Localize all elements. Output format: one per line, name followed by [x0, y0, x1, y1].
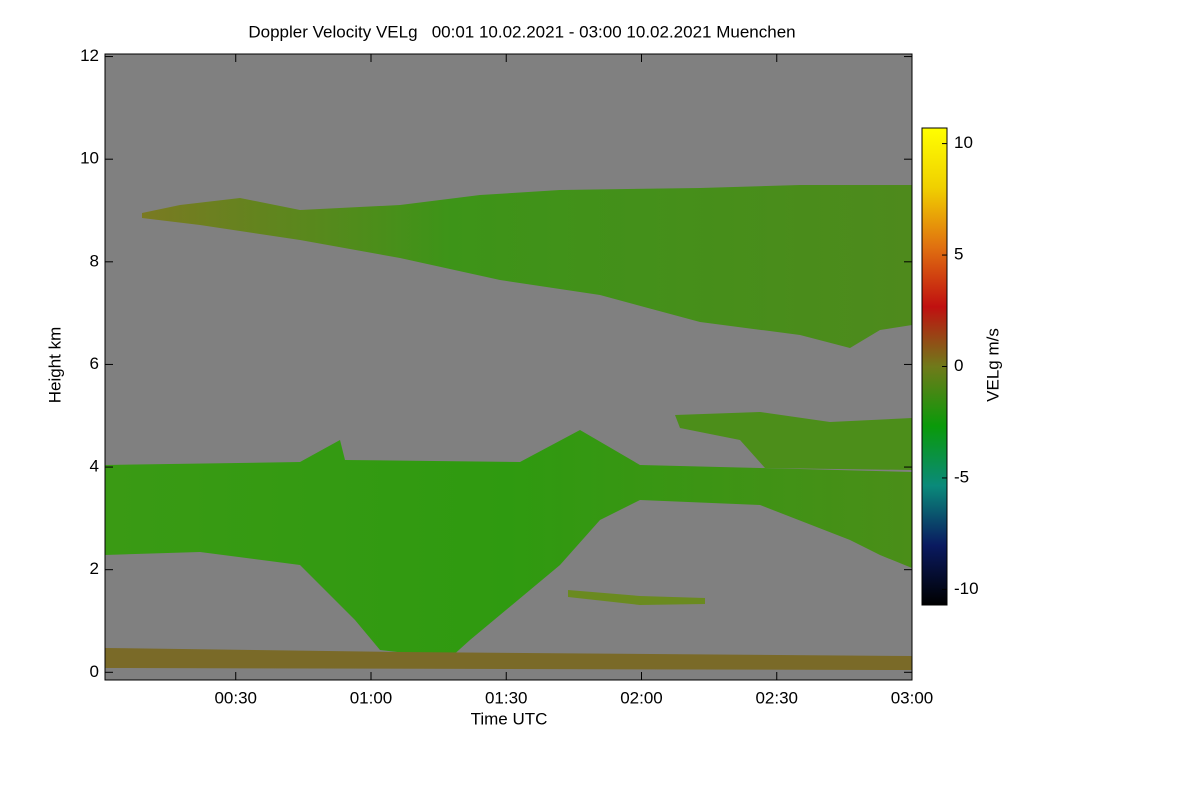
colorbar-label: VELg m/s [983, 328, 1002, 402]
echo-layers [105, 185, 912, 670]
x-tick-label: 02:30 [755, 688, 798, 707]
x-tick-label: 00:30 [214, 688, 257, 707]
y-tick-label: 12 [80, 46, 99, 65]
colorbar-tick-label: -10 [954, 579, 979, 598]
chart-title: Doppler Velocity VELg 00:01 10.02.2021 -… [248, 22, 795, 41]
x-axis-label: Time UTC [471, 709, 548, 728]
colorbar-tick-label: 10 [954, 133, 973, 152]
y-tick-label: 8 [90, 251, 99, 270]
x-tick-label: 01:00 [350, 688, 393, 707]
y-tick-label: 6 [90, 354, 99, 373]
plot-frame [104, 53, 913, 681]
x-tick-label: 02:00 [620, 688, 663, 707]
y-axis-label: Height km [45, 327, 64, 404]
y-tick-label: 0 [90, 662, 99, 681]
thin-streak [568, 590, 705, 605]
ground-layer [105, 648, 912, 670]
x-tick-label: 03:00 [891, 688, 934, 707]
y-tick-label: 2 [90, 559, 99, 578]
y-tick-label: 4 [90, 457, 99, 476]
lower-cloud [105, 430, 912, 658]
x-tick-label: 01:30 [485, 688, 528, 707]
colorbar-tick-label: -5 [954, 467, 969, 486]
colorbar-tick-label: 5 [954, 245, 963, 264]
upper-cloud [142, 185, 912, 348]
y-tick-label: 10 [80, 149, 99, 168]
colorbar-tick-label: 0 [954, 356, 963, 375]
mid-cloud [675, 412, 912, 470]
